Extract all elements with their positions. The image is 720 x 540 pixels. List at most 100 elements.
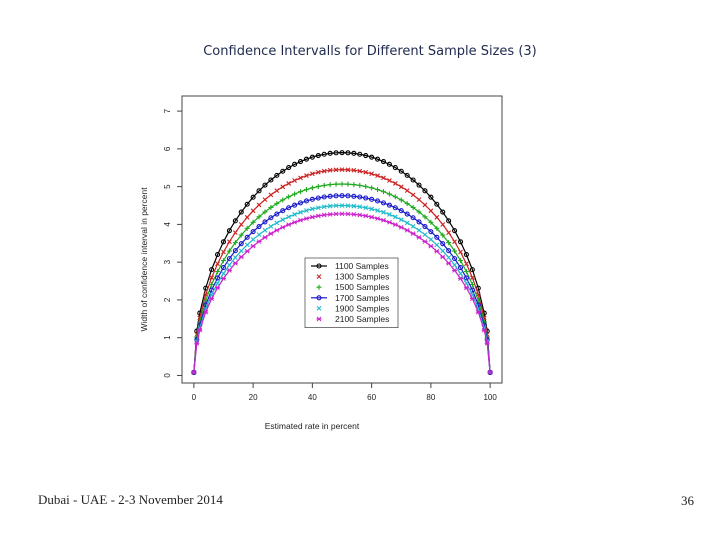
x-tick-label: 20 <box>249 393 258 402</box>
data-point <box>422 214 428 220</box>
data-point <box>440 222 446 227</box>
data-point <box>339 150 345 156</box>
data-point <box>250 237 256 242</box>
y-tick-label: 2 <box>163 297 172 302</box>
page-number: 36 <box>681 493 694 508</box>
data-point <box>303 216 309 221</box>
data-point <box>297 200 304 206</box>
data-point <box>363 152 369 159</box>
data-point <box>327 203 333 209</box>
data-point <box>369 214 375 220</box>
data-point <box>215 269 221 275</box>
data-point <box>357 194 363 200</box>
data-point <box>463 252 469 258</box>
data-point <box>321 151 327 157</box>
data-point <box>434 201 440 207</box>
data-point <box>220 258 226 264</box>
data-point <box>220 239 227 245</box>
data-point <box>404 220 410 226</box>
data-point <box>469 267 475 273</box>
data-point <box>410 177 416 183</box>
data-point <box>457 265 464 271</box>
data-point <box>315 195 321 201</box>
data-point <box>286 214 292 220</box>
data-point <box>298 189 304 195</box>
data-point <box>339 167 345 173</box>
data-point <box>398 168 404 174</box>
series-2100-samples <box>191 211 493 375</box>
data-point <box>232 240 238 246</box>
data-point <box>446 260 452 266</box>
data-point <box>274 172 280 178</box>
x-tick-label: 40 <box>308 393 317 402</box>
data-point <box>381 209 386 215</box>
data-point <box>333 211 339 217</box>
legend-entry: 1100 Samples <box>335 261 389 271</box>
data-point <box>238 232 244 238</box>
data-point <box>392 222 398 228</box>
x-tick-label: 100 <box>483 393 497 402</box>
data-point <box>345 167 351 173</box>
legend-marker <box>316 306 322 311</box>
data-point <box>458 249 463 255</box>
data-point <box>226 268 232 273</box>
data-point <box>309 196 315 202</box>
data-point <box>215 280 220 286</box>
data-point <box>440 254 446 260</box>
data-point <box>351 203 357 209</box>
data-point <box>398 184 404 190</box>
data-point <box>345 193 351 199</box>
data-point <box>197 327 203 333</box>
data-point <box>428 219 434 225</box>
data-point <box>339 211 345 217</box>
data-point <box>333 167 339 173</box>
data-point <box>226 248 232 254</box>
data-point <box>386 161 392 167</box>
data-point <box>422 188 428 194</box>
data-point <box>250 243 256 249</box>
data-point <box>398 197 404 203</box>
data-point <box>375 198 381 204</box>
data-point <box>262 227 268 233</box>
data-point <box>363 183 369 189</box>
data-point <box>221 249 226 255</box>
data-point <box>375 187 381 193</box>
data-point <box>209 267 215 273</box>
y-tick-label: 1 <box>163 335 172 340</box>
data-point <box>463 275 469 281</box>
series-line <box>193 195 491 373</box>
data-point <box>309 154 315 160</box>
data-point <box>268 177 274 183</box>
data-point <box>327 211 333 217</box>
data-point <box>464 261 469 267</box>
data-point <box>446 255 452 260</box>
data-point <box>375 216 381 221</box>
data-point <box>309 171 315 177</box>
data-point <box>386 219 392 225</box>
data-point <box>209 282 215 288</box>
data-point <box>286 205 292 211</box>
data-point <box>363 205 369 211</box>
data-point <box>286 181 292 186</box>
data-point <box>227 262 232 268</box>
data-point <box>404 172 410 178</box>
data-point <box>315 169 321 175</box>
data-point <box>416 219 422 225</box>
data-point <box>351 182 357 188</box>
data-point <box>298 209 303 215</box>
confidence-interval-chart: 0 20 40 60 80 100 0 1 2 3 4 5 6 7 Estimated rate in pe… <box>139 95 503 431</box>
data-point <box>244 201 250 207</box>
data-point <box>262 197 268 203</box>
data-point <box>452 268 458 273</box>
data-point <box>333 150 339 156</box>
data-point <box>333 193 339 199</box>
data-point <box>191 370 197 375</box>
data-point <box>446 248 452 254</box>
data-point <box>351 211 357 217</box>
data-point <box>232 248 238 254</box>
data-point <box>463 285 469 291</box>
data-point <box>357 204 363 210</box>
data-point <box>238 241 244 247</box>
data-point <box>434 225 440 231</box>
data-point <box>274 201 280 207</box>
